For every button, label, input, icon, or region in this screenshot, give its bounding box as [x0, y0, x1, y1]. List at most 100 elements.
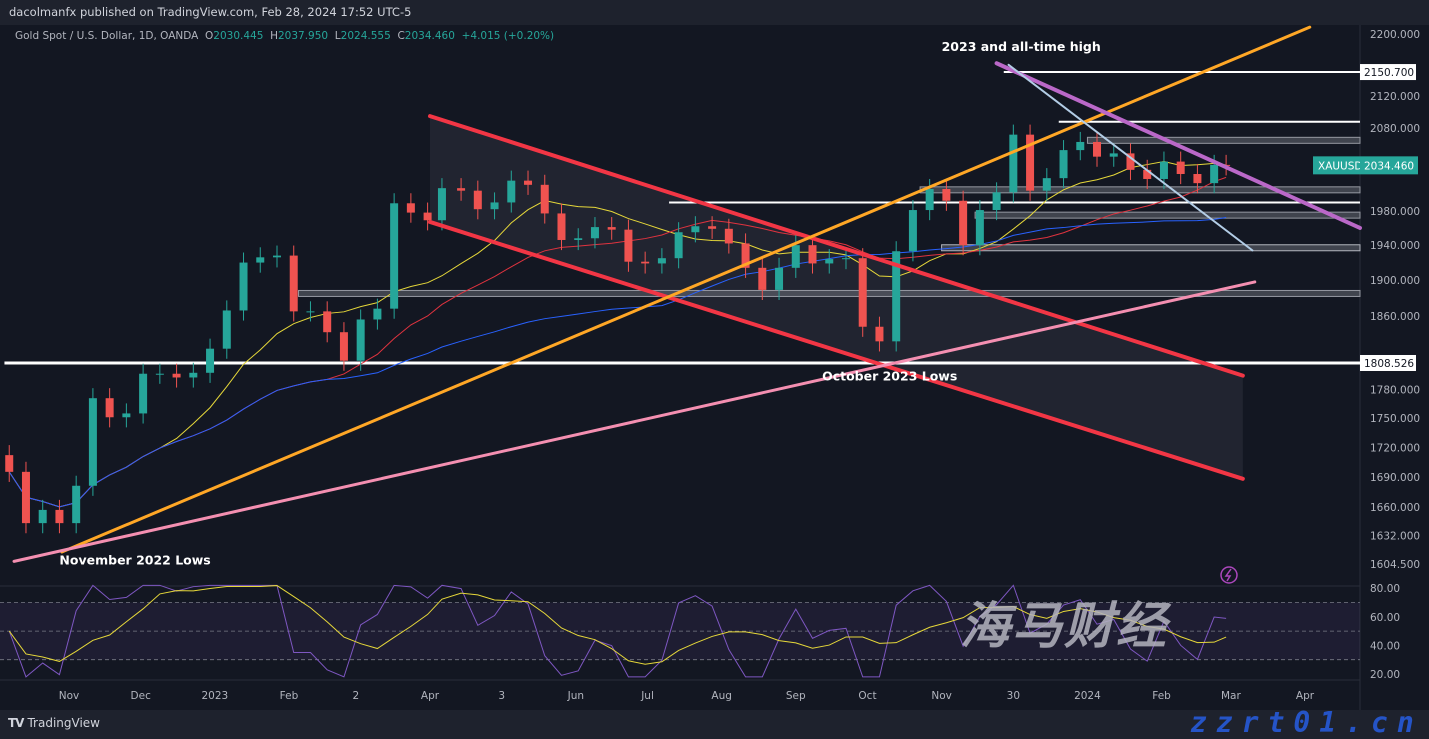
- trendline-channel-lower: [427, 219, 1245, 481]
- time-tick-label: Feb: [280, 690, 299, 702]
- tradingview-logo-icon: TV: [8, 716, 25, 730]
- support-zone: [1086, 136, 1361, 144]
- candle-body: [122, 413, 131, 418]
- time-tick-label: Sep: [786, 690, 806, 702]
- high-value: 2037.950: [278, 30, 329, 42]
- candle-body: [892, 251, 901, 342]
- candle-body: [908, 210, 917, 252]
- time-tick-label: Aug: [711, 690, 732, 702]
- candle-body: [557, 213, 566, 240]
- price-tick-label: 1780.000: [1370, 385, 1420, 397]
- annotation-label: 2023 and all-time high: [942, 39, 1101, 54]
- watermark-logo: 海马财经: [960, 597, 1168, 655]
- candle-body: [808, 245, 817, 264]
- candle-body: [540, 184, 549, 214]
- last-price-label: 2034.460: [1364, 160, 1414, 172]
- candle-body: [1126, 153, 1135, 170]
- candle-body: [437, 188, 446, 221]
- high-label: H: [270, 30, 278, 42]
- symbol-badge: [1313, 156, 1360, 175]
- candle-body: [1059, 150, 1068, 179]
- candle-body: [306, 311, 315, 313]
- symbol-legend: Gold Spot / U.S. Dollar, 1D, OANDA O2030…: [15, 30, 554, 42]
- time-tick-label: 2024: [1074, 690, 1101, 702]
- candle-body: [239, 262, 248, 311]
- tradingview-brand[interactable]: TV TradingView: [8, 716, 100, 730]
- candle-body: [724, 228, 733, 244]
- price-tick-label: 1980.000: [1370, 206, 1420, 218]
- candle-body: [574, 238, 583, 240]
- candle-body: [155, 373, 164, 375]
- trendline-pink-support: [12, 280, 1257, 563]
- candle-body: [289, 255, 298, 312]
- trendline-orange-support: [60, 25, 1312, 554]
- rsi-line: [8, 584, 1227, 678]
- rsi-ma-line: [8, 585, 1227, 665]
- level-price-badge: [1360, 64, 1416, 81]
- footer: TV TradingView: [0, 710, 1429, 739]
- candle-body: [38, 509, 47, 524]
- brand-label: TradingView: [27, 716, 100, 730]
- candle-body: [1176, 161, 1185, 174]
- candles: [5, 124, 1231, 534]
- candle-body: [507, 180, 516, 203]
- price-tick-label: 1940.000: [1370, 240, 1420, 252]
- candle-body: [423, 212, 432, 221]
- candle-body: [691, 226, 700, 233]
- price-tick-label: 2120.000: [1370, 91, 1420, 103]
- candle-body: [390, 203, 399, 309]
- last-price-badge: [1360, 156, 1418, 175]
- time-tick-label: 3: [498, 690, 505, 702]
- candle-body: [1193, 173, 1202, 184]
- candle-body: [1210, 164, 1219, 184]
- close-value: 2034.460: [404, 30, 455, 42]
- candle-body: [105, 398, 114, 418]
- candle-body: [758, 267, 767, 290]
- candle-body: [272, 255, 281, 258]
- candle-body: [356, 319, 365, 361]
- time-tick-label: Dec: [131, 690, 152, 702]
- candle-body: [339, 332, 348, 361]
- candle-body: [875, 326, 884, 342]
- candle-body: [775, 267, 784, 290]
- candle-body: [256, 257, 265, 263]
- rsi-tick-label: 80.00: [1370, 583, 1400, 595]
- lightning-icon: [1224, 568, 1232, 582]
- chart-background: [0, 25, 1429, 710]
- time-tick-label: Feb: [1152, 690, 1171, 702]
- time-tick-label: 30: [1007, 690, 1020, 702]
- candle-body: [5, 455, 14, 472]
- price-tick-label: 1750.000: [1370, 413, 1420, 425]
- price-tick-label: 1632.000: [1370, 530, 1420, 542]
- support-zone: [298, 289, 1361, 297]
- candle-body: [1109, 153, 1118, 157]
- level-price-label: 2150.700: [1364, 67, 1414, 79]
- candle-body: [457, 188, 466, 191]
- candle-body: [206, 348, 215, 373]
- time-tick-label: Apr: [1296, 690, 1315, 702]
- support-zone: [974, 211, 1361, 219]
- candle-body: [825, 259, 834, 264]
- candle-body: [858, 258, 867, 327]
- rsi-tick-label: 20.00: [1370, 669, 1400, 681]
- rsi-tick-label: 40.00: [1370, 640, 1400, 652]
- sma-50-line: [8, 161, 1227, 508]
- candle-body: [708, 226, 717, 229]
- price-tick-label: 1660.000: [1370, 502, 1420, 514]
- time-tick-label: Oct: [858, 690, 876, 702]
- candle-body: [72, 485, 81, 524]
- time-tick-label: Jul: [640, 690, 654, 702]
- price-tick-label: 1860.000: [1370, 311, 1420, 323]
- candle-body: [323, 311, 332, 333]
- close-label: C: [397, 30, 405, 42]
- candle-body: [189, 372, 198, 378]
- price-tick-label: 2200.000: [1370, 29, 1420, 41]
- trendline-lightblue-line: [1007, 63, 1254, 252]
- price-tick-label: 1720.000: [1370, 442, 1420, 454]
- candle-body: [1076, 141, 1085, 151]
- symbol-label: XAUUSD: [1318, 160, 1363, 172]
- candle-body: [490, 202, 499, 210]
- candle-body: [88, 398, 97, 486]
- alert-lightning-icon[interactable]: [1220, 566, 1238, 584]
